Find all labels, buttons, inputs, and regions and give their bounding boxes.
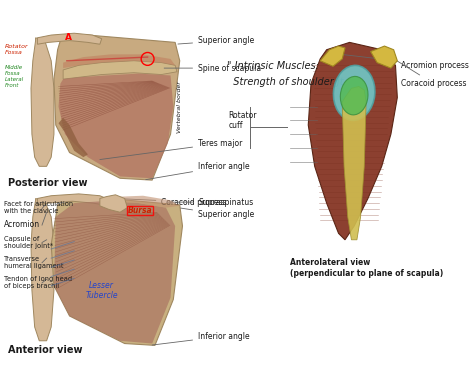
Text: Superior angle: Superior angle [181,208,255,219]
Text: A: A [65,33,72,42]
Polygon shape [37,194,106,205]
Text: Anterior view: Anterior view [8,345,82,355]
Polygon shape [116,196,180,208]
Text: Rotator
cuff: Rotator cuff [228,111,257,130]
Text: Facet for articulation
with the clavicle: Facet for articulation with the clavicle [4,201,73,214]
Text: Superior angle: Superior angle [178,36,255,45]
Text: Rotator
Fossa: Rotator Fossa [5,44,29,55]
Polygon shape [51,197,182,345]
Text: Tendon of long head
of biceps brachii: Tendon of long head of biceps brachii [4,276,73,289]
Polygon shape [58,74,173,178]
Polygon shape [371,46,397,68]
Bar [128,206,153,215]
Polygon shape [320,46,345,66]
Text: Bursa: Bursa [128,206,153,215]
Text: Coracoid process: Coracoid process [118,198,227,206]
Text: Teres major: Teres major [100,139,243,160]
Text: Coracoid process: Coracoid process [393,58,466,88]
Polygon shape [58,118,88,157]
Polygon shape [54,35,180,180]
Text: Transverse
humeral ligament: Transverse humeral ligament [4,256,64,269]
Text: Acromion process: Acromion process [336,54,469,70]
Text: Inferior angle: Inferior angle [152,332,250,345]
Text: Spine of scapula: Spine of scapula [164,64,261,73]
Text: Posterior view: Posterior view [8,178,88,188]
Ellipse shape [340,76,368,115]
Text: " Intrinsic Muscles:: " Intrinsic Muscles: [227,61,319,71]
Text: Capsule of
shoulder joint*: Capsule of shoulder joint* [4,236,54,249]
Polygon shape [100,195,128,212]
Polygon shape [31,38,54,166]
Polygon shape [54,201,175,343]
Text: Supraspinatus: Supraspinatus [167,198,253,206]
Polygon shape [37,33,102,44]
Polygon shape [63,54,175,68]
Text: Anterolateral view
(perpendicular to plane of scapula): Anterolateral view (perpendicular to pla… [290,258,443,278]
Ellipse shape [333,65,375,121]
Text: Vertebral border: Vertebral border [177,81,182,133]
Polygon shape [31,199,54,341]
Text: Inferior angle: Inferior angle [146,162,250,180]
Text: Strength of shoulder Jt.: Strength of shoulder Jt. [227,77,346,87]
Polygon shape [342,86,366,240]
Text: Lesser
Tubercle: Lesser Tubercle [85,280,118,300]
Text: Acromion: Acromion [4,220,40,229]
Text: Middle
Fossa
Lateral
Front: Middle Fossa Lateral Front [5,65,24,88]
Polygon shape [308,42,397,240]
Polygon shape [63,61,177,79]
